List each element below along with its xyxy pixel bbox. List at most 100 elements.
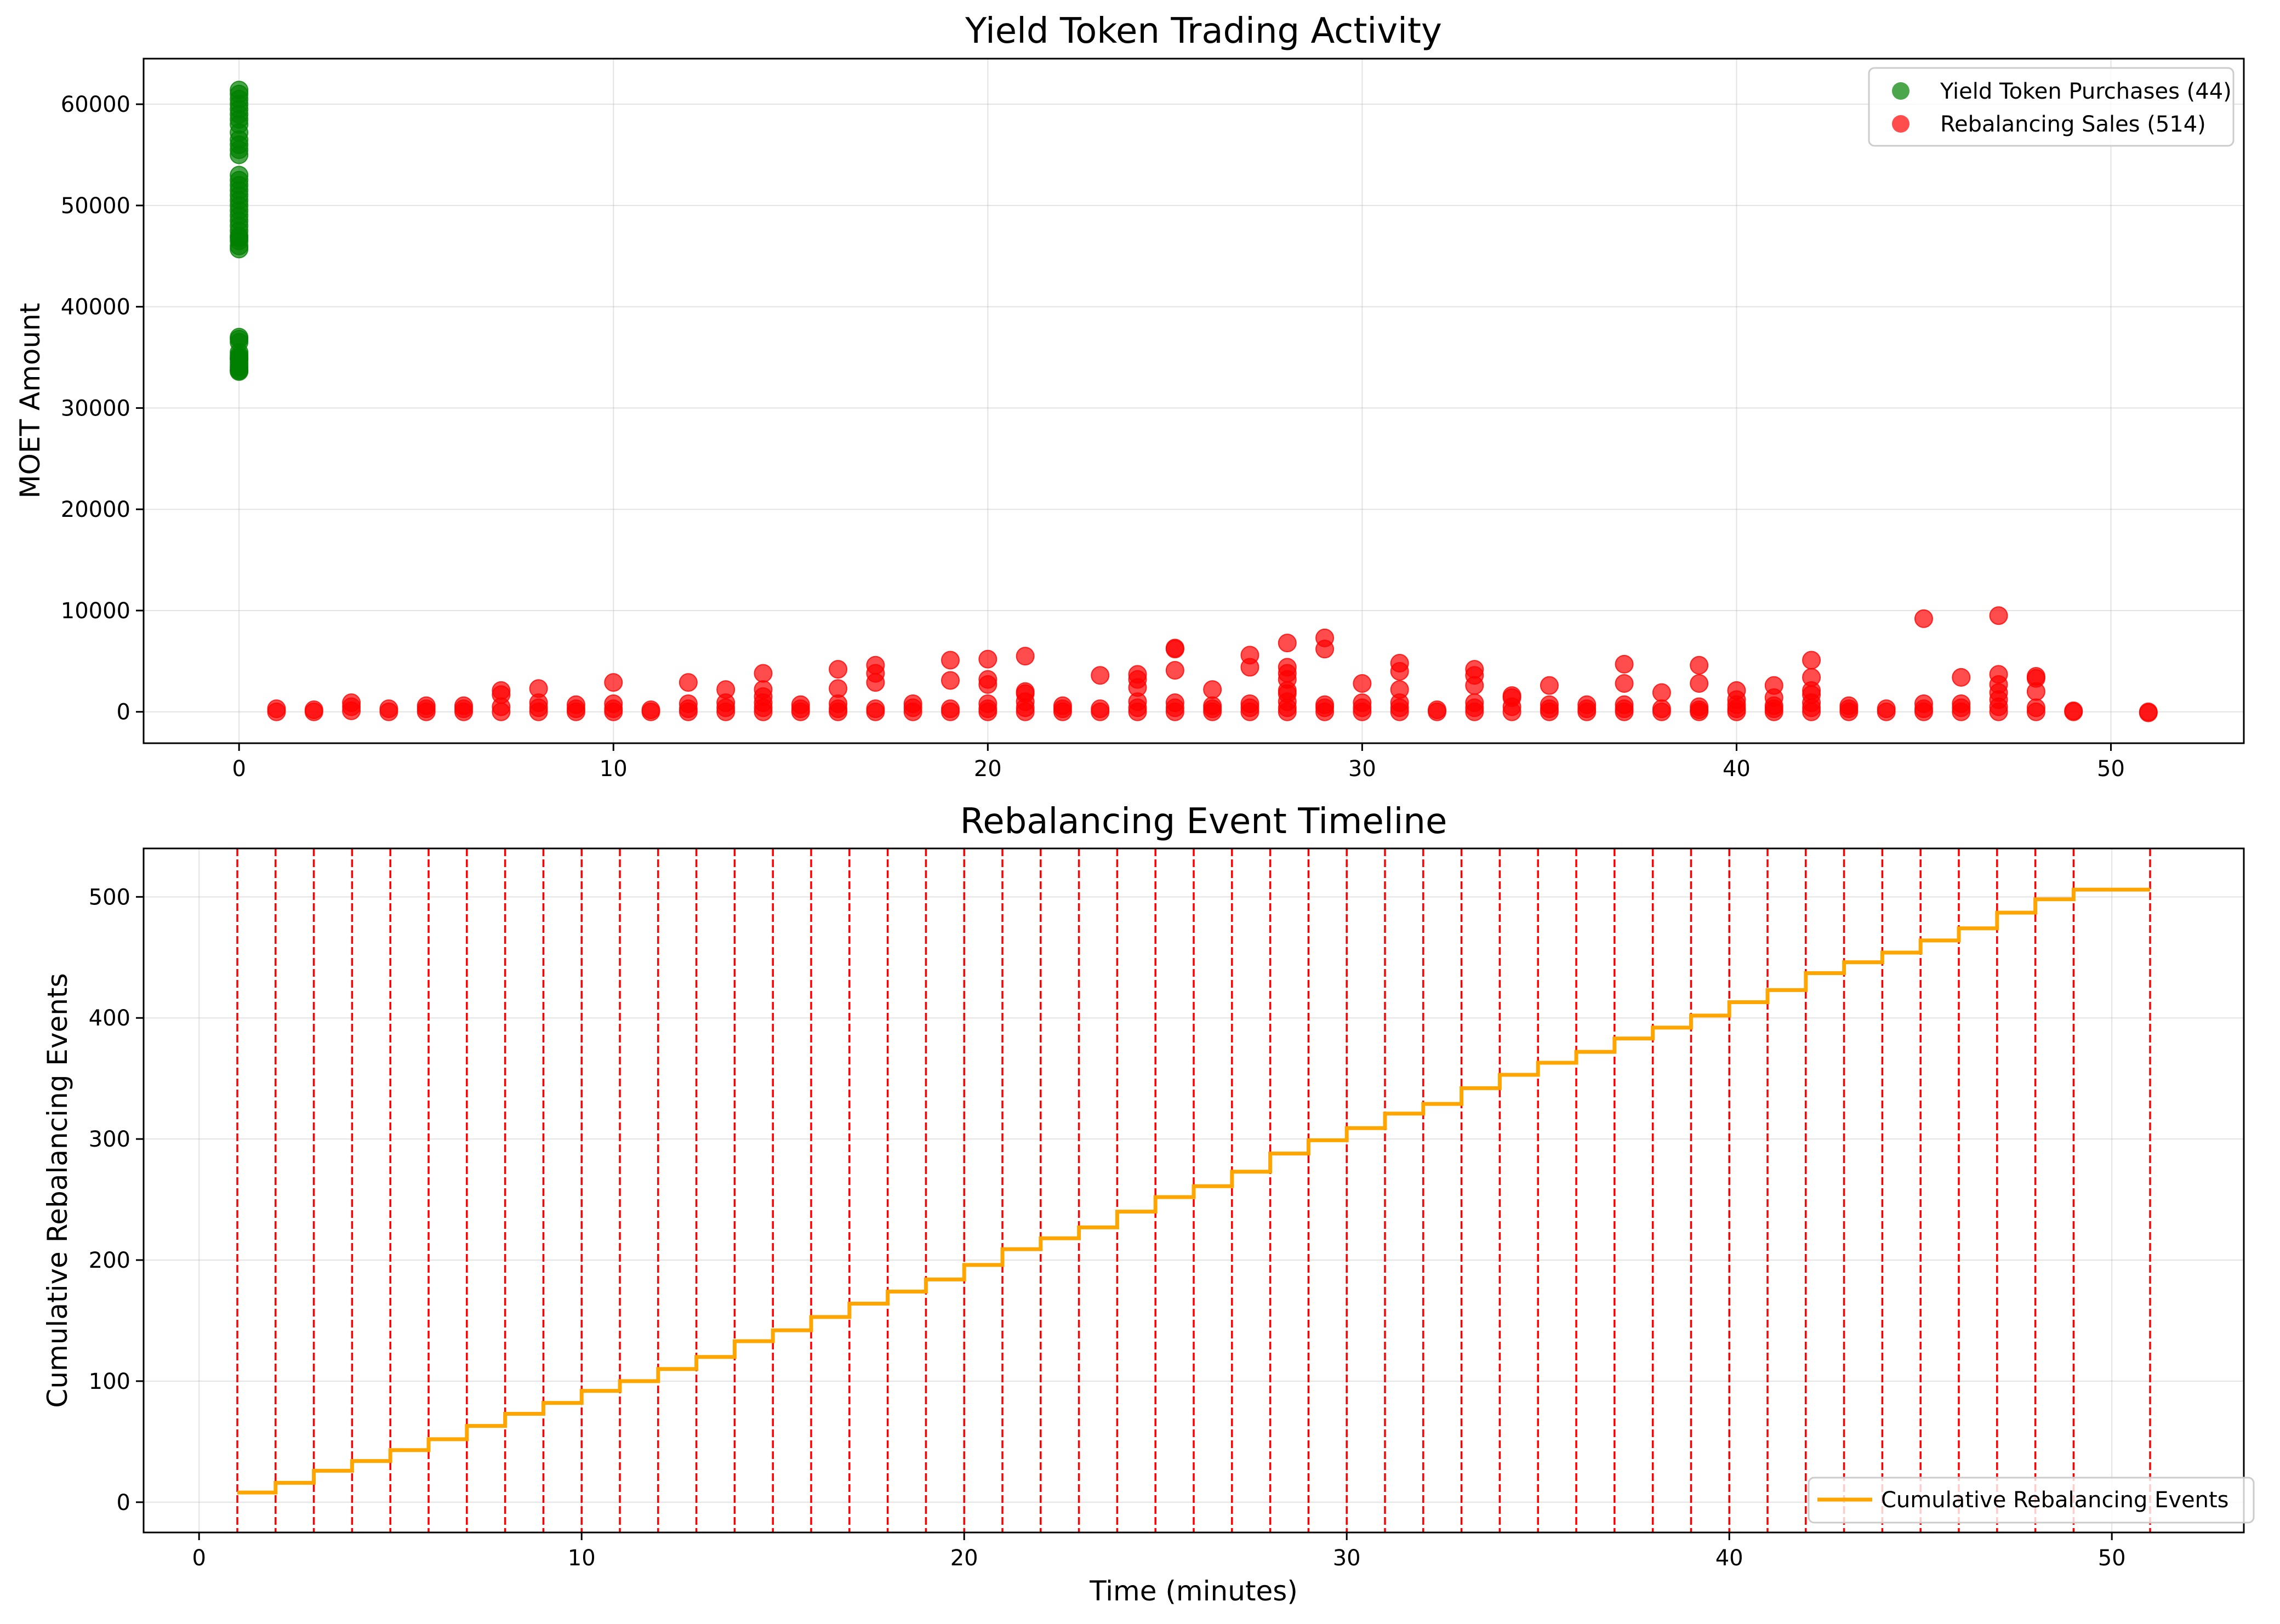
sale-point bbox=[1315, 695, 1335, 714]
y-tick-label: 50000 bbox=[61, 193, 130, 219]
sale-point bbox=[1465, 693, 1484, 713]
sale-point bbox=[829, 679, 848, 698]
legend-marker-purchases bbox=[1892, 82, 1910, 100]
sale-point bbox=[1877, 699, 1896, 719]
chart1-ticks: 0 10 20 30 40 50 0 10000 20000 30000 40000 50000 600… bbox=[61, 92, 2125, 782]
sale-point bbox=[267, 699, 286, 719]
chart1-grid bbox=[144, 59, 2244, 743]
sale-point bbox=[1914, 694, 1933, 713]
legend-label-purchases: Yield Token Purchases (44) bbox=[1940, 79, 2232, 104]
sale-point bbox=[1540, 676, 1559, 695]
legend-label-cumulative: Cumulative Rebalancing Events bbox=[1881, 1488, 2229, 1513]
sale-point bbox=[604, 694, 623, 713]
y-tick-label: 40000 bbox=[61, 295, 130, 320]
sale-point bbox=[379, 699, 398, 719]
x-tick-label: 50 bbox=[2098, 1546, 2126, 1571]
sale-point bbox=[1615, 654, 1634, 674]
sale-point bbox=[604, 673, 623, 692]
sale-point bbox=[1427, 700, 1446, 720]
sale-point bbox=[1577, 695, 1597, 714]
y-tick-label: 0 bbox=[117, 1490, 130, 1515]
sale-point bbox=[1016, 682, 1035, 701]
sale-point bbox=[1053, 696, 1072, 715]
sale-point bbox=[304, 700, 323, 720]
sale-point bbox=[1839, 696, 1859, 715]
chart1-legend-box bbox=[1868, 67, 2235, 147]
sale-point bbox=[1690, 656, 1709, 675]
y-tick-label: 30000 bbox=[61, 396, 130, 421]
sale-point bbox=[2026, 667, 2045, 686]
x-tick-label: 20 bbox=[974, 756, 1002, 782]
sale-point bbox=[2026, 698, 2045, 717]
y-tick-label: 300 bbox=[89, 1127, 130, 1152]
sale-point bbox=[1652, 699, 1671, 719]
x-tick-label: 50 bbox=[2097, 756, 2125, 782]
sale-point bbox=[1315, 628, 1335, 647]
sale-point bbox=[1615, 695, 1634, 714]
chart1-ylabel: MOET Amount bbox=[14, 303, 46, 498]
y-tick-label: 10000 bbox=[61, 599, 130, 624]
sale-point bbox=[1802, 651, 1821, 670]
chart1-title: Yield Token Trading Activity bbox=[965, 11, 1442, 52]
trading-activity-chart: Yield Token Trading Activity 0 10 20 30 40 50… bbox=[14, 11, 2245, 782]
chart2-legend-box bbox=[1808, 1477, 2255, 1524]
sale-point bbox=[1203, 680, 1222, 699]
legend-marker-sales bbox=[1892, 115, 1910, 133]
sale-point bbox=[1502, 686, 1521, 705]
sale-point bbox=[1727, 681, 1746, 700]
sale-point bbox=[1690, 697, 1709, 716]
sale-point bbox=[679, 673, 698, 692]
cumulative-events-line bbox=[237, 887, 2150, 1495]
x-tick-label: 30 bbox=[1333, 1546, 1361, 1571]
sale-point bbox=[1091, 666, 1110, 685]
sale-point bbox=[1165, 693, 1184, 713]
sale-point bbox=[941, 651, 960, 670]
legend-label-sales: Rebalancing Sales (514) bbox=[1940, 112, 2206, 137]
sale-point bbox=[1952, 668, 1971, 687]
sale-point bbox=[1353, 674, 1372, 693]
y-tick-label: 200 bbox=[89, 1248, 130, 1273]
sale-point bbox=[2139, 703, 2158, 722]
y-tick-label: 100 bbox=[89, 1369, 130, 1394]
purchase-point bbox=[230, 229, 249, 248]
chart2-marks bbox=[236, 848, 2151, 1532]
sale-point bbox=[1989, 665, 2008, 684]
sale-point bbox=[1690, 674, 1709, 693]
sale-point bbox=[1615, 674, 1634, 693]
sale-point bbox=[1353, 693, 1372, 713]
sale-point bbox=[941, 699, 960, 719]
y-tick-label: 20000 bbox=[61, 497, 130, 522]
sale-point bbox=[492, 681, 511, 700]
sale-point bbox=[866, 699, 885, 719]
sale-point bbox=[1240, 694, 1259, 713]
sale-point bbox=[342, 693, 361, 713]
sale-point bbox=[1165, 660, 1184, 680]
chart2-ylabel: Cumulative Rebalancing Events bbox=[42, 973, 73, 1408]
x-tick-label: 40 bbox=[1715, 1546, 1743, 1571]
x-tick-label: 30 bbox=[1348, 756, 1376, 782]
x-tick-label: 10 bbox=[600, 756, 628, 782]
y-tick-label: 0 bbox=[117, 700, 130, 725]
sale-point bbox=[1278, 658, 1297, 677]
sale-point bbox=[679, 694, 698, 713]
sale-point bbox=[1016, 647, 1035, 666]
y-tick-label: 60000 bbox=[61, 92, 130, 117]
sale-point bbox=[1802, 668, 1821, 687]
chart1-marks bbox=[230, 81, 2158, 722]
chart2-legend: Cumulative Rebalancing Events bbox=[1808, 1477, 2255, 1524]
sale-point bbox=[1390, 654, 1409, 673]
sale-point bbox=[754, 680, 773, 699]
sale-point bbox=[978, 649, 998, 669]
sale-point bbox=[417, 696, 436, 715]
sale-point bbox=[2064, 701, 2083, 720]
y-tick-label: 400 bbox=[89, 1006, 130, 1031]
x-tick-label: 0 bbox=[232, 756, 246, 782]
chart1-legend: Yield Token Purchases (44) Rebalancing S… bbox=[1868, 67, 2235, 147]
sale-point bbox=[641, 700, 660, 720]
sale-point bbox=[1203, 696, 1222, 715]
sale-point bbox=[1914, 609, 1933, 628]
sale-point bbox=[1091, 699, 1110, 719]
purchase-point bbox=[230, 349, 249, 368]
sale-point bbox=[754, 664, 773, 683]
